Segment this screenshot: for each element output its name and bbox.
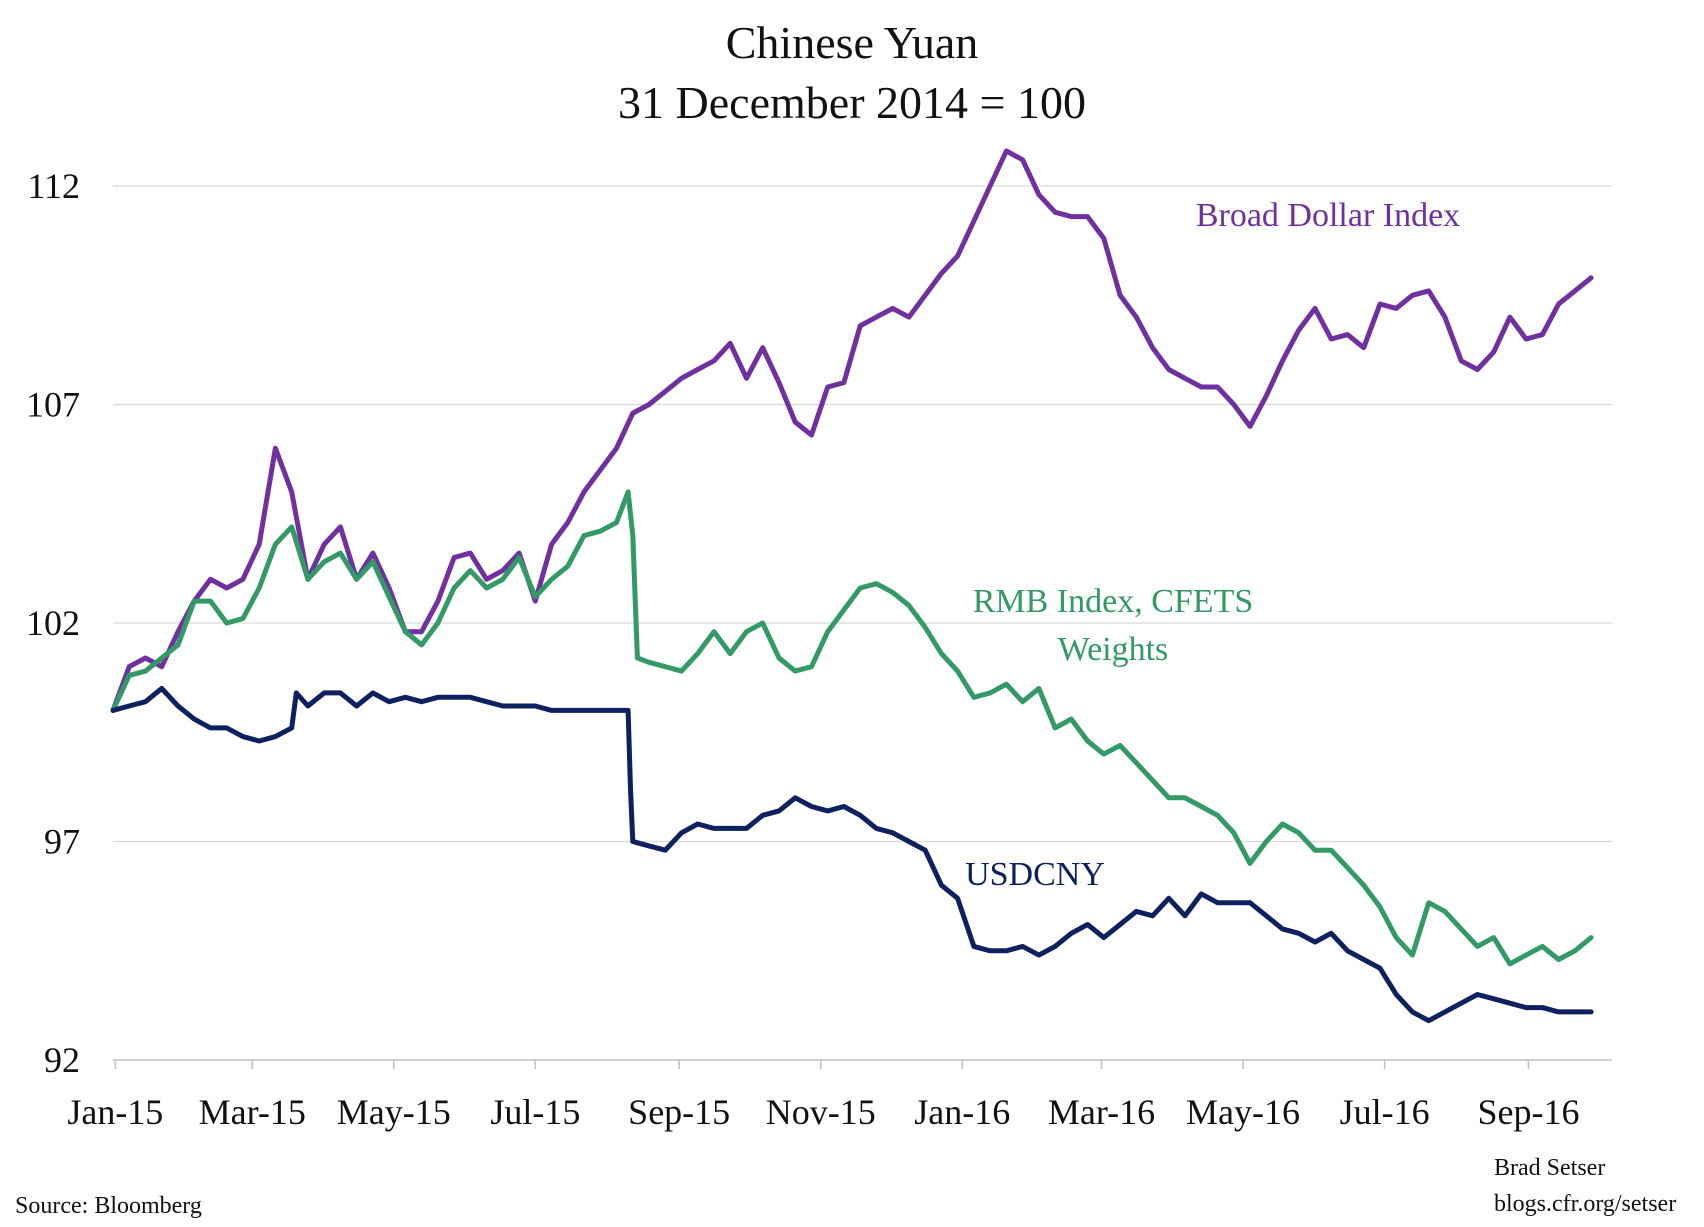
y-tick-label: 107 (26, 385, 80, 425)
x-tick-label: Mar-16 (1048, 1092, 1155, 1132)
usdcny-label: USDCNY (965, 856, 1105, 893)
gridlines (113, 185, 1612, 843)
x-tick-label: Jan-16 (914, 1092, 1010, 1132)
rmb-index-label-line2: Weights (1058, 631, 1169, 668)
rmb-index-label-line1: RMB Index, CFETS (973, 583, 1254, 620)
x-tick-label: Sep-15 (628, 1092, 730, 1132)
y-tick-label: 102 (26, 603, 80, 643)
author-name: Brad Setser (1494, 1155, 1605, 1181)
chart-subtitle: 31 December 2014 = 100 (618, 77, 1086, 128)
y-axis-labels: 92 97 102 107 112 (26, 166, 80, 1080)
x-tick-label: May-16 (1186, 1092, 1300, 1132)
x-tick-label: Mar-15 (199, 1092, 306, 1132)
usdcny-line (110, 686, 1594, 1024)
y-tick-label: 97 (44, 822, 80, 862)
x-tick-label: Nov-15 (766, 1092, 876, 1132)
source-note: Source: Bloomberg (15, 1193, 202, 1219)
x-tick-label: May-15 (337, 1092, 451, 1132)
x-tick-label: Jul-16 (1340, 1092, 1430, 1132)
x-tick-label: Jul-15 (490, 1092, 580, 1132)
author-site: blogs.cfr.org/setser (1494, 1191, 1676, 1217)
x-axis (113, 1059, 1612, 1069)
x-tick-label: Jan-15 (67, 1092, 163, 1132)
x-tick-label: Sep-16 (1477, 1092, 1579, 1132)
broad-dollar-index-line (110, 148, 1594, 713)
x-axis-labels: Jan-15 Mar-15 May-15 Jul-15 Sep-15 Nov-15 Jan-… (67, 1092, 1579, 1132)
rmb-index-cfets-weights-line (110, 489, 1594, 967)
broad-dollar-index-label: Broad Dollar Index (1196, 197, 1460, 234)
series-lines (110, 148, 1594, 1024)
chart-title: Chinese Yuan (726, 17, 979, 68)
y-tick-label: 112 (27, 166, 80, 206)
y-tick-label: 92 (44, 1040, 80, 1080)
